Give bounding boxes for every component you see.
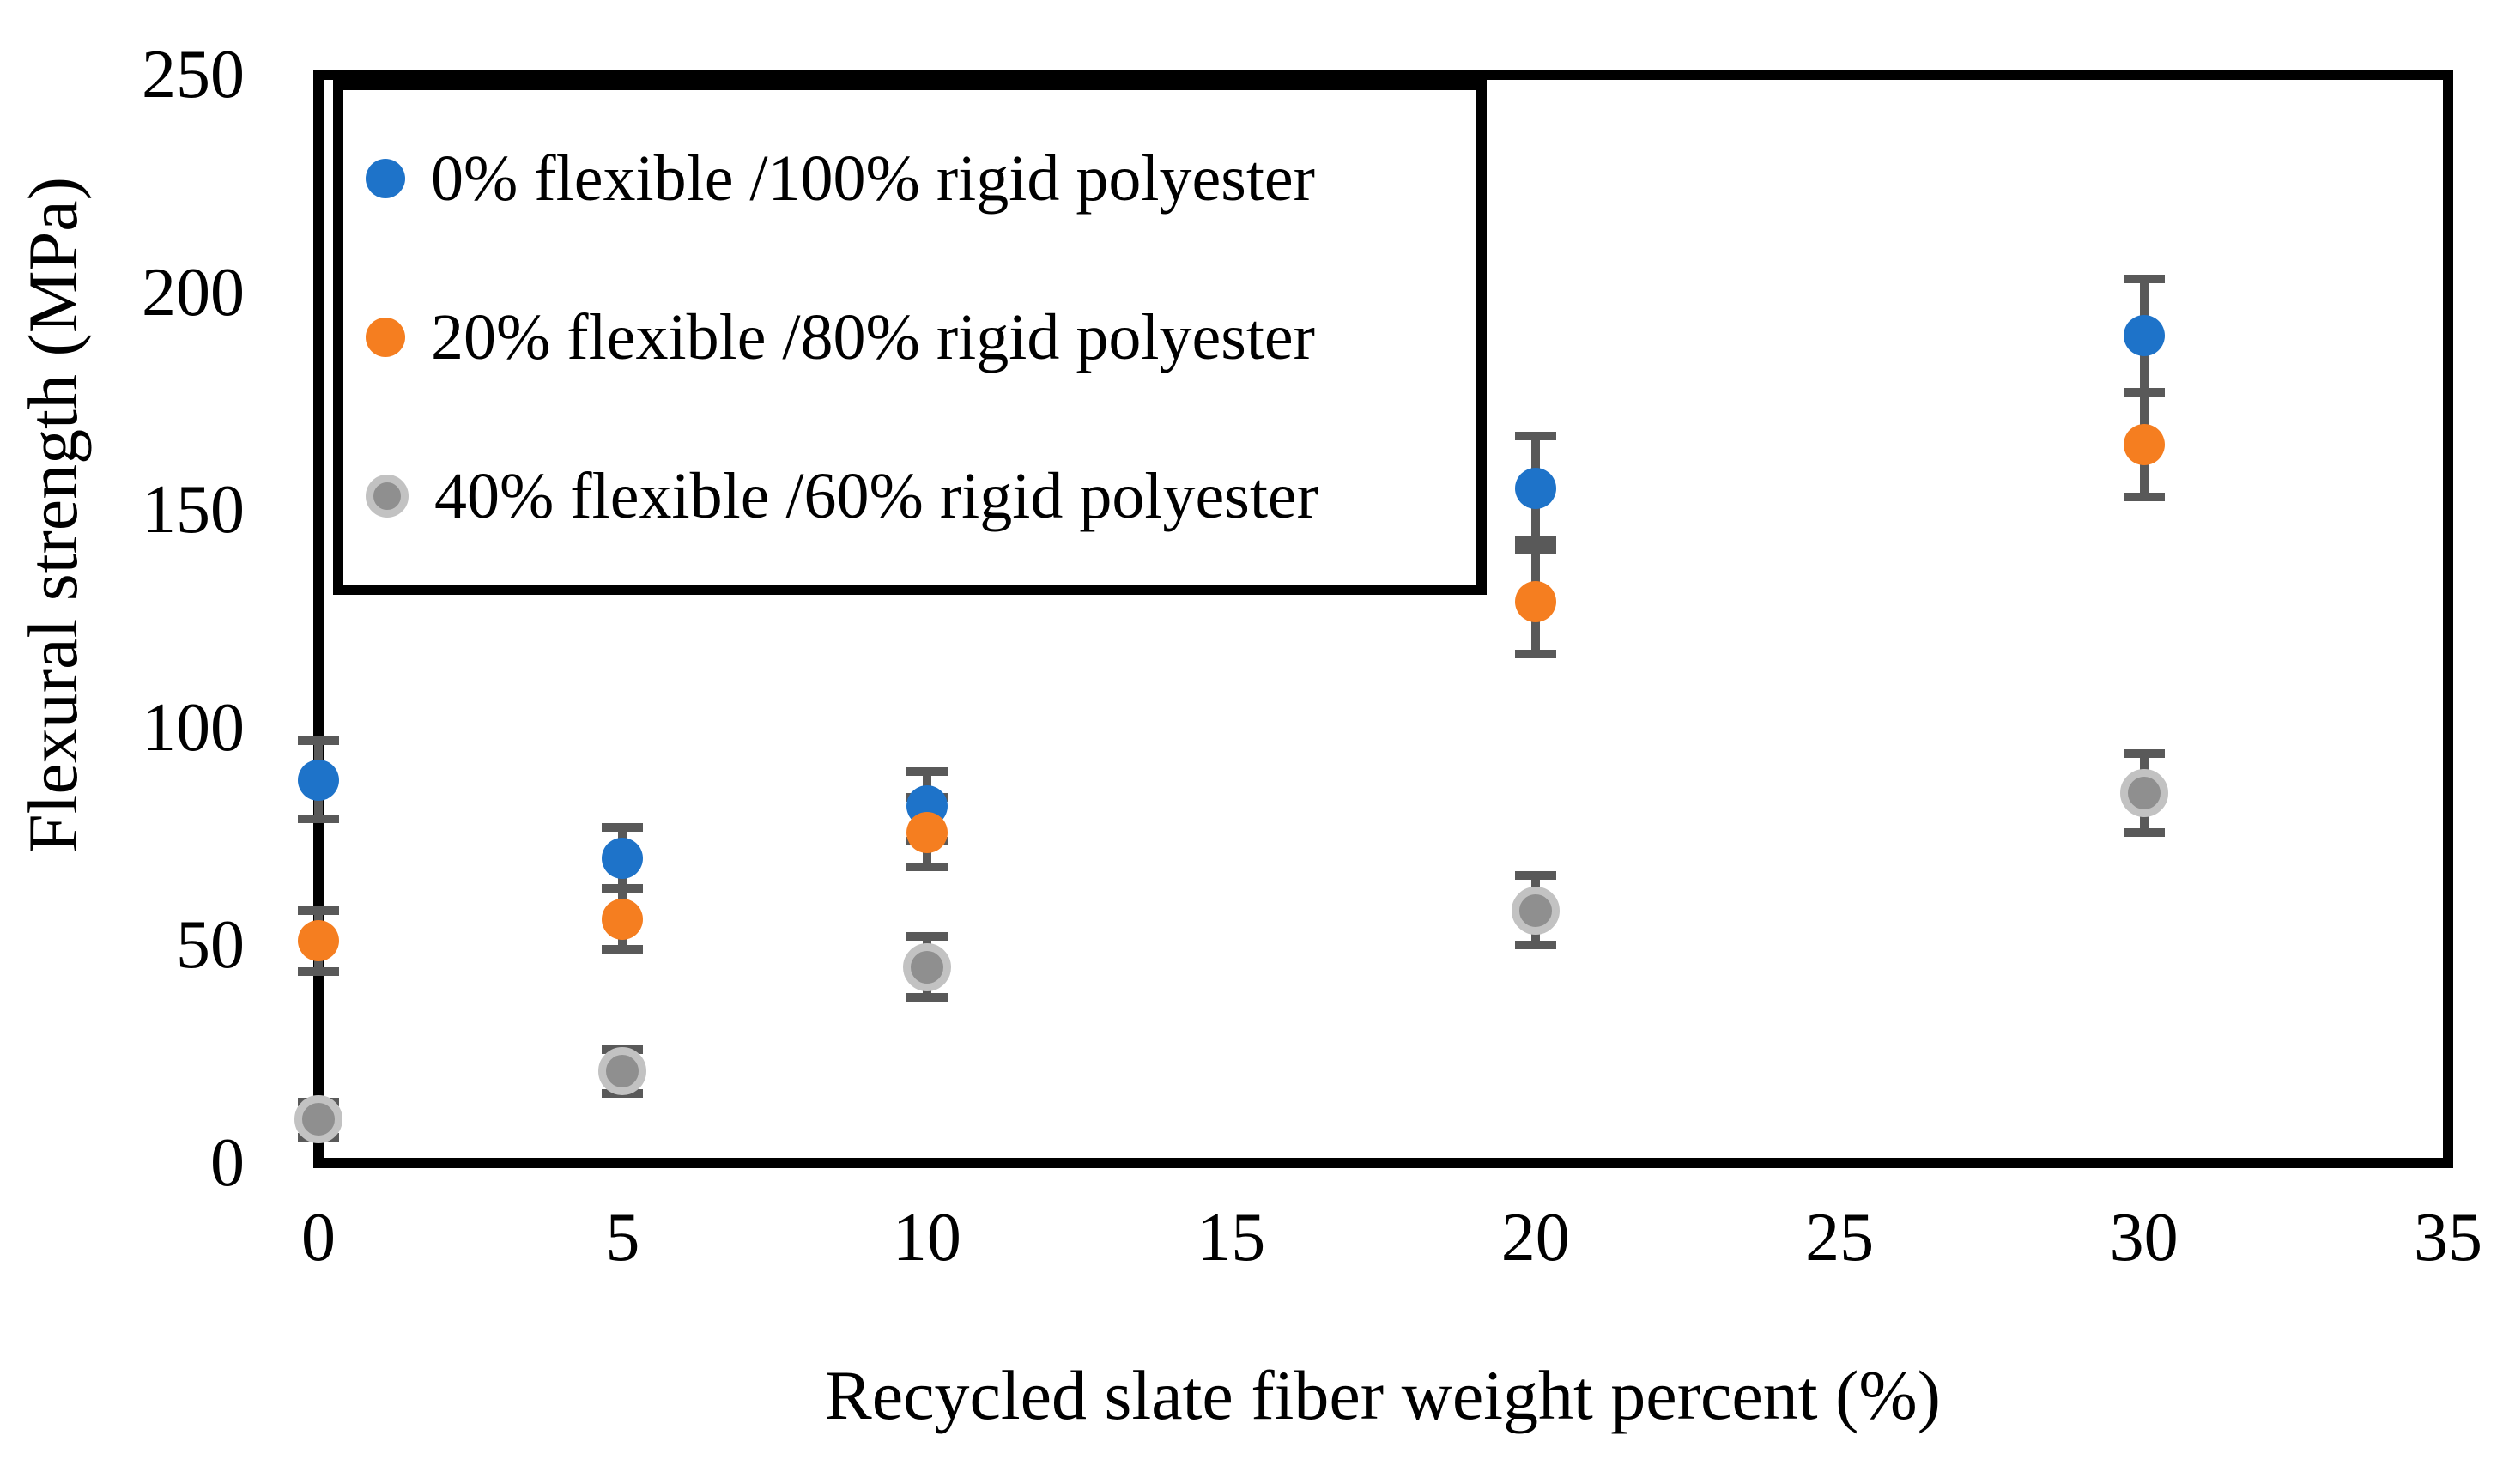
error-bar-cap: [906, 766, 948, 776]
legend-label-series-2: 20% flexible /80% rigid polyester: [431, 300, 1315, 373]
error-bar-cap: [1514, 536, 1556, 545]
error-bar-cap: [298, 966, 339, 976]
error-bar-cap: [906, 932, 948, 942]
legend-row-series-1: 0% flexible /100% rigid polyester: [366, 146, 1476, 211]
error-bar-cap: [602, 945, 644, 954]
error-bar-cap: [298, 815, 339, 824]
error-bar-cap: [2123, 827, 2165, 837]
data-point-series-3-x30: [2119, 768, 2168, 817]
legend-marker-blue-circle-icon: [366, 158, 405, 198]
legend-label-series-3: 40% flexible /60% rigid polyester: [434, 460, 1318, 533]
data-point-series-2-x5: [602, 898, 644, 940]
legend-marker-orange-circle-icon: [366, 317, 405, 357]
y-tick-label-150: 150: [142, 472, 245, 548]
data-point-series-1-x30: [2123, 315, 2165, 357]
data-point-series-2-x10: [906, 811, 948, 853]
legend-label-series-1: 0% flexible /100% rigid polyester: [431, 142, 1315, 215]
error-bar-cap: [906, 863, 948, 872]
x-tick-label-0: 0: [301, 1200, 336, 1275]
error-bar-cap: [602, 884, 644, 893]
x-axis-title: Recycled slate fiber weight percent (%): [825, 1356, 1941, 1434]
plot-area-frame: [313, 70, 2453, 1168]
error-bar-cap: [602, 823, 644, 833]
data-point-series-3-x0: [294, 1095, 342, 1144]
error-bar-cap: [1514, 544, 1556, 554]
data-point-series-1-x0: [298, 759, 339, 801]
error-bar-cap: [1514, 649, 1556, 658]
y-tick-label-50: 50: [176, 907, 245, 984]
error-bar-cap: [298, 736, 339, 746]
y-tick-label-0: 0: [210, 1125, 245, 1201]
data-point-series-2-x0: [298, 920, 339, 962]
legend: 0% flexible /100% rigid polyester 20% fl…: [333, 80, 1487, 595]
error-bar-cap: [298, 906, 339, 915]
legend-row-series-2: 20% flexible /80% rigid polyester: [366, 305, 1476, 370]
error-bar-cap: [1514, 941, 1556, 950]
error-bar-cap: [2123, 388, 2165, 397]
y-tick-label-250: 250: [142, 37, 245, 112]
legend-marker-gray-circle-icon: [366, 475, 409, 518]
x-tick-label-5: 5: [605, 1200, 640, 1275]
error-bar-cap: [2123, 492, 2165, 501]
x-tick-label-30: 30: [2109, 1200, 2179, 1275]
data-point-series-1-x20: [1514, 467, 1556, 509]
x-tick-label-35: 35: [2414, 1200, 2482, 1275]
y-tick-label-100: 100: [142, 689, 245, 766]
error-bar-cap: [2123, 275, 2165, 284]
data-point-series-3-x20: [1511, 886, 1560, 935]
data-point-series-2-x20: [1514, 580, 1556, 622]
y-tick-label-200: 200: [142, 254, 245, 330]
data-point-series-1-x5: [602, 837, 644, 879]
x-tick-label-10: 10: [892, 1200, 961, 1275]
error-bar-cap: [2123, 749, 2165, 759]
x-tick-label-15: 15: [1197, 1200, 1266, 1275]
error-bar-cap: [1514, 431, 1556, 440]
error-bar-cap: [906, 993, 948, 1002]
data-point-series-3-x5: [598, 1047, 647, 1096]
legend-row-series-3: 40% flexible /60% rigid polyester: [366, 463, 1476, 529]
error-bar-cap: [1514, 871, 1556, 881]
y-axis-title: Flexural strength (MPa): [14, 177, 92, 853]
data-point-series-3-x10: [902, 942, 951, 991]
x-tick-label-20: 20: [1500, 1200, 1570, 1275]
data-point-series-2-x30: [2123, 424, 2165, 466]
x-tick-label-25: 25: [1805, 1200, 1875, 1275]
